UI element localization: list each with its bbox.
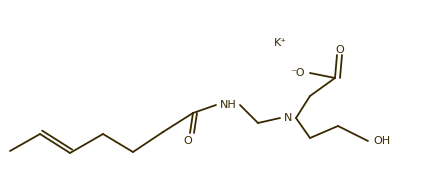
Text: NH: NH [220, 100, 236, 110]
Text: O: O [183, 136, 192, 146]
Text: ⁻O: ⁻O [291, 68, 305, 78]
Text: OH: OH [374, 136, 391, 146]
Text: K⁺: K⁺ [273, 38, 286, 48]
Text: O: O [336, 45, 345, 55]
Text: N: N [284, 113, 292, 123]
